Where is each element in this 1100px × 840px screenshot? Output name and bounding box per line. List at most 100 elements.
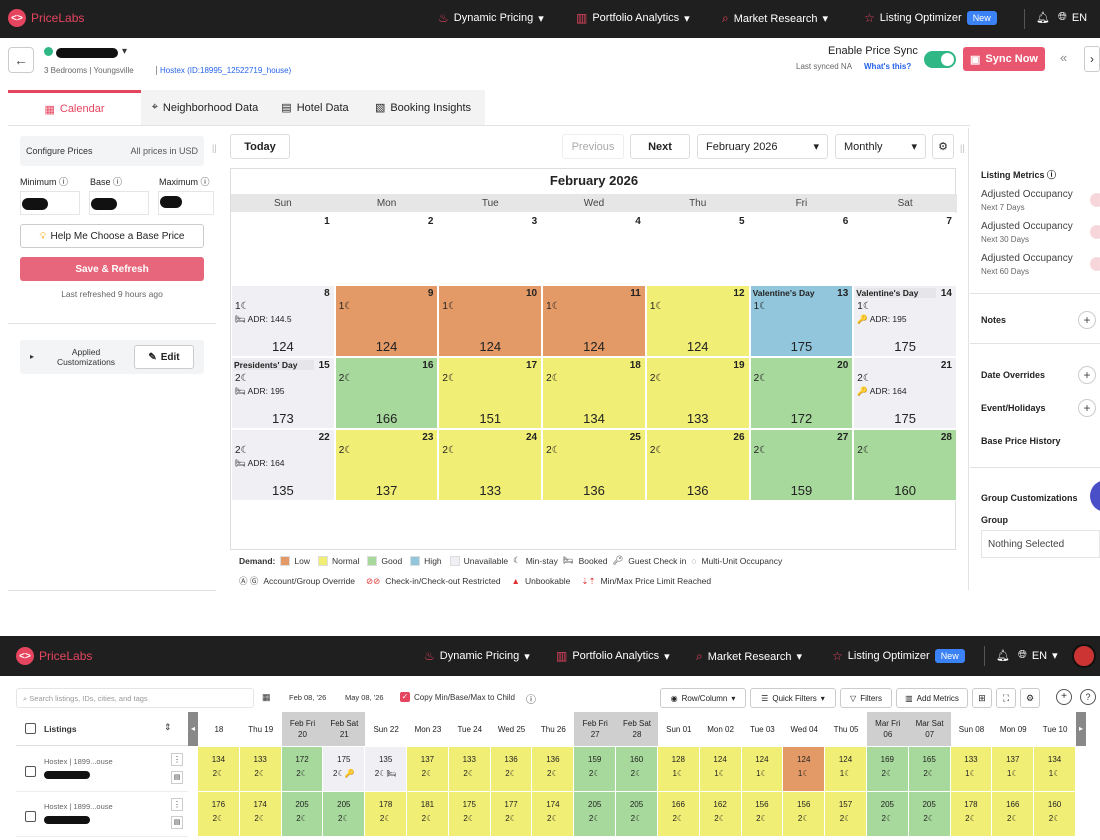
- calendar-icon[interactable]: ▦: [262, 692, 271, 702]
- price-cell[interactable]: 134 2☾: [198, 747, 240, 792]
- scroll-right-icon[interactable]: ▸: [1076, 712, 1086, 746]
- price-cell[interactable]: 124 1☾: [825, 747, 867, 792]
- price-cell[interactable]: 160 2☾: [1034, 792, 1076, 837]
- nav-portfolio-analytics[interactable]: ▥ Portfolio Analytics ▾: [556, 649, 670, 663]
- price-cell[interactable]: 169 2☾: [866, 747, 909, 792]
- add-note-icon[interactable]: +: [1078, 311, 1096, 329]
- date-to[interactable]: May 08, '26: [345, 693, 384, 702]
- next-button[interactable]: Next: [630, 134, 690, 159]
- calendar-day-cell[interactable]: 28 2☾ 160: [853, 429, 957, 501]
- tab-neighborhood-data[interactable]: ⌖ Neighborhood Data: [141, 90, 269, 125]
- date-column-header[interactable]: Mar Sat 07: [908, 712, 951, 746]
- date-column-header[interactable]: Mon 23: [407, 712, 449, 746]
- calendar-day-cell[interactable]: 26 2☾ 136: [645, 429, 750, 501]
- price-cell[interactable]: 136 2☾: [490, 747, 533, 792]
- month-select[interactable]: February 2026 ▾: [697, 134, 828, 159]
- price-cell[interactable]: 160 2☾: [616, 747, 658, 792]
- price-cell[interactable]: 205 2☾: [866, 792, 909, 837]
- price-cell[interactable]: 124 1☾: [741, 747, 784, 792]
- nav-dynamic-pricing[interactable]: ♨ Dynamic Pricing ▾: [424, 649, 530, 663]
- nav-market-research[interactable]: ⌕ Market Research ▾: [696, 649, 802, 664]
- price-cell[interactable]: 178 2☾: [950, 792, 993, 837]
- calendar-day-cell[interactable]: 3: [438, 213, 543, 285]
- price-cell[interactable]: 178 2☾: [365, 792, 408, 837]
- document-icon[interactable]: ▤: [171, 816, 183, 829]
- sync-now-button[interactable]: ▣ Sync Now: [963, 47, 1045, 71]
- date-column-header[interactable]: Mon 09: [992, 712, 1035, 746]
- chevron-right-icon[interactable]: ›: [1084, 46, 1100, 72]
- sort-icon[interactable]: ⇕: [164, 722, 172, 732]
- date-from[interactable]: Feb 08, '26: [289, 693, 327, 702]
- price-cell[interactable]: 174 2☾: [532, 792, 575, 837]
- price-sync-toggle[interactable]: [924, 51, 956, 68]
- tab-hotel-data[interactable]: ▤ Hotel Data: [269, 90, 361, 125]
- calendar-day-cell[interactable]: 17 2☾ 151: [438, 357, 543, 429]
- avatar[interactable]: [1072, 644, 1096, 668]
- help-choose-base-price-button[interactable]: 💡︎ Help Me Choose a Base Price: [20, 224, 204, 248]
- tab-booking-insights[interactable]: ▧ Booking Insights: [361, 90, 485, 125]
- calendar-day-cell[interactable]: 25 2☾ 136: [542, 429, 646, 501]
- price-cell[interactable]: 172 2☾: [281, 747, 324, 792]
- listing-dropdown-icon[interactable]: ▾: [122, 46, 128, 57]
- brand-logo[interactable]: <> PriceLabs: [8, 9, 84, 27]
- add-date-override-icon[interactable]: +: [1078, 366, 1096, 384]
- price-cell[interactable]: 133 2☾: [239, 747, 282, 792]
- calendar-day-cell[interactable]: 7: [853, 213, 957, 285]
- listing-name[interactable]: Hostex | 1899...ouse: [44, 802, 113, 811]
- edit-button[interactable]: ✎ Edit: [134, 345, 194, 369]
- previous-button[interactable]: Previous: [562, 134, 624, 159]
- calendar-day-cell[interactable]: 11 1☾ 124: [542, 285, 646, 357]
- price-cell[interactable]: 176 2☾: [198, 792, 240, 837]
- calendar-day-cell[interactable]: 9 1☾ 124: [334, 285, 439, 357]
- nav-market-research[interactable]: ⌕ Market Research ▾: [722, 11, 828, 26]
- row-column-button[interactable]: ◉ Row/Column ▾: [660, 688, 746, 708]
- add-icon[interactable]: +: [1056, 689, 1072, 705]
- price-cell[interactable]: 124 1☾: [783, 747, 826, 792]
- scroll-left-icon[interactable]: ◂: [188, 712, 198, 746]
- listing-row-label[interactable]: [16, 747, 188, 792]
- calendar-day-cell[interactable]: 23 2☾ 137: [334, 429, 439, 501]
- nav-dynamic-pricing[interactable]: ♨ Dynamic Pricing ▾: [438, 11, 544, 25]
- date-column-header[interactable]: Sun 01: [657, 712, 700, 746]
- date-column-header[interactable]: Thu 19: [239, 712, 282, 746]
- calendar-day-cell[interactable]: 2: [334, 213, 439, 285]
- select-all-checkbox[interactable]: [25, 723, 36, 734]
- price-cell[interactable]: 175 2☾: [448, 792, 491, 837]
- calendar-day-cell[interactable]: 20 2☾ 172: [749, 357, 854, 429]
- date-column-header[interactable]: Thu 26: [532, 712, 575, 746]
- group-select[interactable]: Nothing Selected: [981, 530, 1100, 558]
- date-column-header[interactable]: Thu 05: [825, 712, 867, 746]
- price-cell[interactable]: 134 1☾: [1034, 747, 1076, 792]
- more-options-icon[interactable]: ⋮: [171, 753, 183, 766]
- nav-listing-optimizer[interactable]: ☆ Listing Optimizer New: [832, 649, 965, 663]
- date-column-header[interactable]: Feb Sat 21: [323, 712, 366, 746]
- language-selector[interactable]: 🌐︎ EN: [1058, 11, 1087, 24]
- price-cell[interactable]: 159 2☾: [574, 747, 617, 792]
- calendar-day-cell[interactable]: Valentine's Day 13 1☾ 175: [749, 285, 854, 357]
- row-checkbox[interactable]: [25, 766, 36, 777]
- calendar-day-cell[interactable]: 21 2☾ 🔑 ADR: 164 175: [853, 357, 957, 429]
- calendar-day-cell[interactable]: 18 2☾ 134: [542, 357, 646, 429]
- nav-portfolio-analytics[interactable]: ▥ Portfolio Analytics ▾: [576, 11, 690, 25]
- price-cell[interactable]: 128 1☾: [657, 747, 700, 792]
- calendar-day-cell[interactable]: 22 2☾ 🛏 ADR: 164 135: [231, 429, 335, 501]
- base-price-history-link[interactable]: Base Price History: [981, 436, 1061, 446]
- gear-icon[interactable]: ⚙: [1020, 688, 1040, 708]
- date-column-header[interactable]: 18: [198, 712, 240, 746]
- calendar-day-cell[interactable]: 4: [542, 213, 646, 285]
- listing-name[interactable]: Hostex | 1899...ouse: [44, 757, 113, 766]
- search-listings-input[interactable]: ⌕ Search listings, IDs, cities, and tags: [16, 688, 254, 708]
- price-cell[interactable]: 174 2☾: [239, 792, 282, 837]
- price-cell[interactable]: 124 1☾: [699, 747, 742, 792]
- whats-this-link[interactable]: What's this?: [864, 62, 912, 71]
- calendar-day-cell[interactable]: 10 1☾ 124: [438, 285, 543, 357]
- date-column-header[interactable]: Sun 22: [365, 712, 408, 746]
- add-metrics-button[interactable]: ▥ Add Metrics: [896, 688, 968, 708]
- price-cell[interactable]: 133 1☾: [950, 747, 993, 792]
- price-cell[interactable]: 165 2☾: [908, 747, 951, 792]
- calendar-day-cell[interactable]: 6: [749, 213, 854, 285]
- price-cell[interactable]: 181 2☾: [407, 792, 449, 837]
- date-column-header[interactable]: Tue 24: [448, 712, 491, 746]
- date-column-header[interactable]: Mon 02: [699, 712, 742, 746]
- tab-calendar[interactable]: ▦ Calendar: [8, 90, 141, 125]
